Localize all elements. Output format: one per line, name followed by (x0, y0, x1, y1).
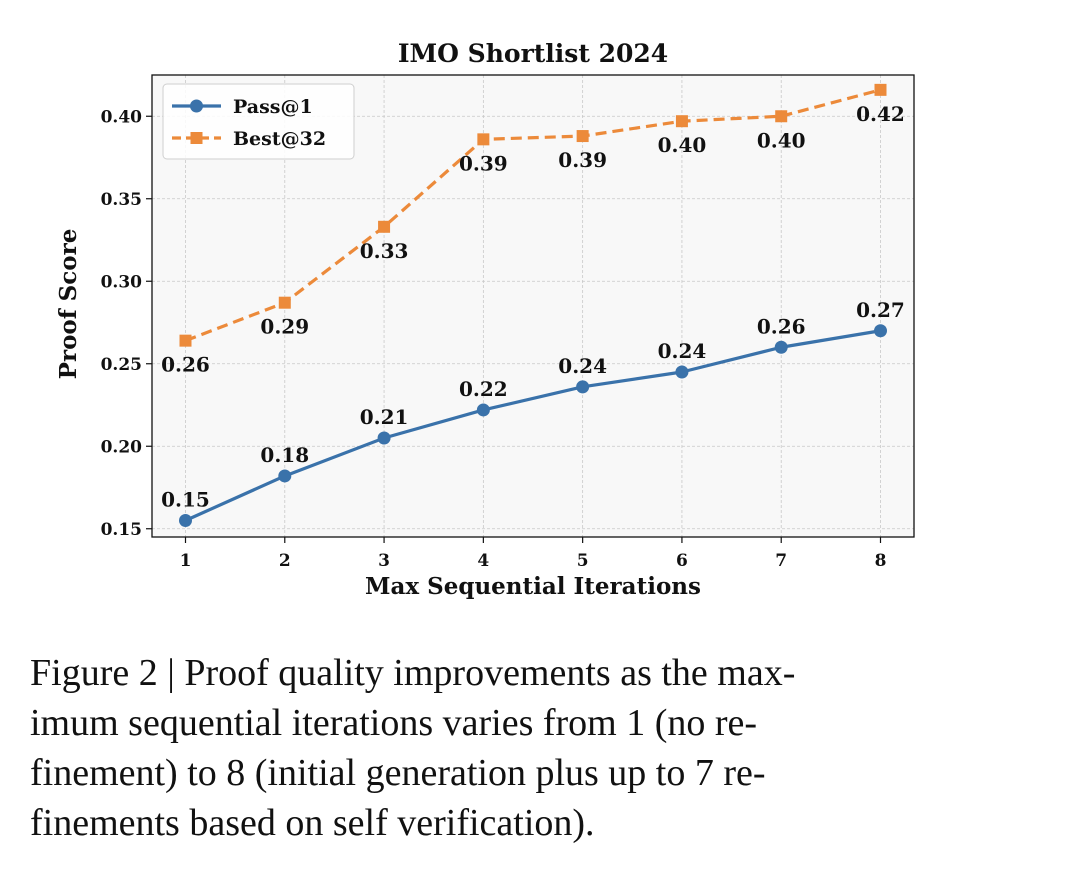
series-line-pass-1 (184, 329, 881, 522)
data-point (675, 365, 689, 379)
data-label: 0.27 (856, 298, 905, 322)
y-tick-label: 0.20 (101, 437, 143, 457)
data-label: 0.24 (658, 339, 707, 363)
y-tick-label: 0.25 (101, 355, 142, 375)
x-tick-label: 2 (279, 551, 291, 571)
legend-label: Pass@1 (233, 96, 313, 118)
data-label: 0.24 (558, 354, 607, 378)
x-tick-label: 5 (577, 551, 589, 571)
line-chart: IMO Shortlist 2024 0.150.200.250.300.350… (55, 39, 915, 600)
x-tick-label: 8 (875, 551, 887, 571)
series-line-best-32 (184, 88, 881, 343)
data-point (476, 403, 490, 417)
data-label: 0.33 (360, 239, 409, 263)
data-label: 0.42 (856, 102, 905, 126)
data-label: 0.26 (757, 314, 806, 338)
y-axis-label: Proof Score (55, 229, 82, 380)
axes-frame (151, 74, 915, 538)
data-point (675, 115, 688, 128)
figure-caption: Figure 2 | Proof quality improvements as… (30, 648, 960, 848)
data-point (576, 130, 589, 143)
data-point (874, 83, 887, 96)
data-label: 0.39 (558, 148, 607, 172)
x-tick-label: 1 (180, 551, 192, 571)
data-label: 0.40 (757, 128, 806, 152)
data-label: 0.29 (260, 315, 309, 339)
x-tick-label: 4 (477, 551, 489, 571)
caption-line: finements based on self verification). (30, 802, 595, 844)
data-label: 0.22 (459, 377, 508, 401)
caption-line: finement) to 8 (initial generation plus … (30, 752, 766, 794)
legend-marker (190, 99, 203, 113)
data-label: 0.15 (161, 488, 210, 512)
y-tick-label: 0.40 (101, 107, 143, 127)
caption-line: Figure 2 | Proof quality improvements as… (30, 652, 796, 694)
data-point (179, 334, 192, 347)
data-point (377, 431, 391, 445)
x-tick-label: 6 (676, 551, 688, 571)
x-tick-label: 7 (775, 551, 787, 571)
x-tick-label: 3 (378, 551, 390, 571)
chart-title: IMO Shortlist 2024 (398, 39, 668, 68)
data-label: 0.21 (360, 405, 409, 429)
legend-marker (190, 132, 203, 144)
x-axis-label: Max Sequential Iterations (365, 573, 701, 600)
data-point (775, 110, 788, 123)
data-label: 0.39 (459, 151, 508, 175)
data-label: 0.40 (658, 133, 707, 157)
data-label: 0.18 (260, 443, 309, 467)
legend-box (162, 83, 355, 160)
legend-label: Best@32 (233, 128, 326, 150)
data-point (576, 380, 590, 394)
plot-area: 0.15 0.20 0.25 0.30 0.35 0.40 1 2 3 4 5 6 7 8 0.15 0.18… (101, 74, 915, 571)
y-tick-label: 0.15 (101, 520, 142, 540)
caption-line: imum sequential iterations varies from 1… (30, 702, 758, 744)
data-point (278, 296, 291, 309)
y-tick-label: 0.30 (101, 272, 143, 292)
data-point (179, 514, 192, 527)
data-point (278, 469, 292, 483)
data-point (774, 340, 788, 354)
data-point (477, 133, 490, 146)
y-tick-label: 0.35 (101, 190, 142, 210)
data-label: 0.26 (161, 353, 210, 377)
data-point (378, 220, 391, 233)
data-point (874, 324, 887, 338)
